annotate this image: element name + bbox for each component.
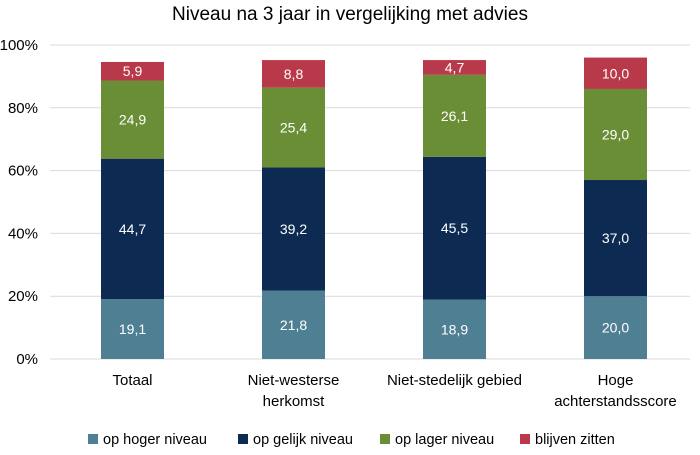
category-label: achterstandsscore [554,393,677,410]
data-label: 21,8 [280,317,307,333]
bar-segment [584,296,647,359]
bar-segment [101,299,164,359]
bar-segment [101,158,164,300]
data-label: 26,1 [441,108,468,124]
data-label: 45,5 [441,220,468,236]
bar-segment [423,156,486,300]
chart-title: Niveau na 3 jaar in vergelijking met adv… [172,4,528,25]
data-label: 10,0 [602,65,629,81]
bar-segment [262,87,325,168]
data-label: 29,0 [602,126,629,142]
bars: 19,1 44,7 24,9 5,9 21,8 39,2 25,4 8,8 18,9 45,5 26… [101,57,647,359]
data-label: 19,1 [119,321,146,337]
bar-segment [423,74,486,157]
bar-segment [423,60,486,75]
bar-segment [423,299,486,359]
y-tick-label: 20% [8,288,38,305]
data-label: 39,2 [280,221,307,237]
data-label: 44,7 [119,221,146,237]
y-tick-label: 60% [8,163,38,180]
x-axis-categories: Totaal Niet-westerse herkomst Niet-stedelij… [112,372,676,410]
y-tick-label: 0% [16,351,38,368]
data-label: 25,4 [280,120,307,136]
category-label: herkomst [263,393,326,410]
legend-entry: op hoger niveau [103,432,207,448]
category-label: Niet-westerse [248,372,340,389]
bar-segment [584,180,647,297]
bar-segment [262,60,325,88]
bar-segment [262,290,325,359]
data-label: 37,0 [602,230,629,246]
bar-segment [101,80,164,159]
data-label: 8,8 [284,66,304,82]
y-tick-label: 80% [8,100,38,117]
y-tick-label: 40% [8,225,38,242]
data-label: 5,9 [123,63,143,79]
legend-entry: blijven zitten [535,432,615,448]
bar-segment [101,61,164,81]
bar-segment [584,57,647,89]
data-label: 4,7 [445,59,465,75]
legend-entry: op gelijk niveau [253,432,353,448]
data-label: 24,9 [119,112,146,128]
legend-swatch [238,434,248,444]
y-tick-label: 100% [0,37,38,54]
legend: op hoger niveau op gelijk niveau op lager … [88,432,615,448]
category-label: Niet-stedelijk gebied [387,372,522,389]
legend-swatch [520,434,530,444]
legend-swatch [88,434,98,444]
y-axis-ticks: 0% 20% 40% 60% 80% 100% [0,37,38,368]
legend-entry: op lager niveau [395,432,494,448]
bar-segment [584,88,647,181]
bar-segment [262,167,325,291]
legend-swatch [380,434,390,444]
data-label: 18,9 [441,321,468,337]
category-label: Hoge [598,372,634,389]
category-label: Totaal [112,372,152,389]
data-label: 20,0 [602,320,629,336]
